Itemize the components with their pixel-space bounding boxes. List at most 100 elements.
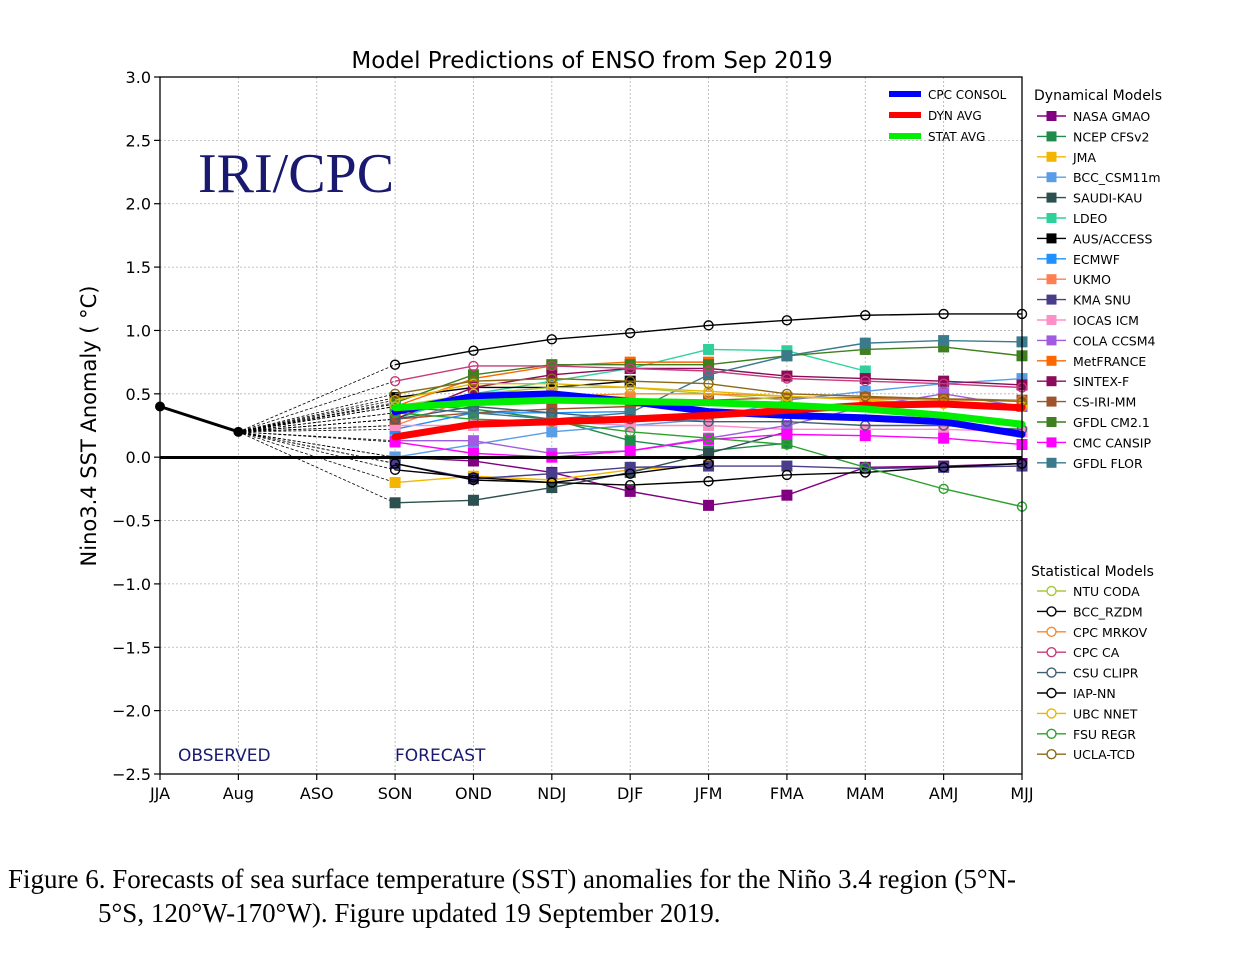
series-marker-stat-cpc-ca-5 <box>781 373 793 384</box>
series-line-dyn-ecmwf <box>394 410 631 430</box>
series-line-dyn-saudi-kau <box>395 431 788 504</box>
y-tick-label-4: 1.0 <box>126 321 151 340</box>
stat-legend-marker-ntu-coda <box>1046 585 1057 597</box>
series-marker-stat-ucla-tcd-5 <box>781 388 793 400</box>
dyn-legend-label-saudi-kau: SAUDI-KAU <box>1073 191 1142 206</box>
x-tick-label-mjj: MJJ <box>1010 784 1033 803</box>
x-tick-label-jfm: JFM <box>694 784 723 803</box>
fan-line-ecmwf <box>238 428 396 433</box>
series-line-stat-csu-clipr <box>394 405 1023 431</box>
series-marker-stat-unnamed-27-3 <box>624 327 636 339</box>
caption-line-2: 5°S, 120°W-170°W). Figure updated 19 Sep… <box>98 898 721 928</box>
stat-legend-marker-cpc-ca <box>1046 647 1057 658</box>
fan-line-bcc-rzdm <box>238 431 396 471</box>
series-line-stat-bcc-rzdm <box>395 462 1023 486</box>
watermark-iri-cpc: IRI/CPC <box>198 143 394 205</box>
series-marker-dyn-gfdl-flor-7 <box>938 335 950 347</box>
dyn-legend-label-metfrance: MetFRANCE <box>1073 354 1146 369</box>
series-marker-stat-fsu-regr-3 <box>624 426 636 438</box>
series-marker-stat-bcc-rzdm-0 <box>389 464 401 476</box>
dyn-legend-marker-ukmo <box>1046 274 1057 285</box>
y-tick-label-0: 3.0 <box>126 68 151 87</box>
series-marker-stat-ucla-tcd-0 <box>389 388 401 400</box>
legend-statistical-title: Statistical Models <box>1031 564 1154 580</box>
avg-legend-label-cpc-consol: CPC CONSOL <box>928 88 1007 102</box>
avg-legend-label-stat-avg: STAT AVG <box>928 130 985 144</box>
dyn-legend-marker-sintex-f <box>1046 376 1057 387</box>
dyn-legend-marker-cola-ccsm4 <box>1046 335 1057 346</box>
stat-legend-marker-iap-nn <box>1046 687 1057 699</box>
y-axis-ticks: 3.0 2.5 2.0 1.5 1.0 0.5 0.0 −0.5 −1.0 −1.5 −2.0 −2.… <box>112 68 160 784</box>
x-tick-label-ond: OND <box>455 784 492 803</box>
stat-legend-marker-fsu-regr <box>1046 728 1057 739</box>
dyn-legend-marker-ncep-cfsv2 <box>1046 131 1057 142</box>
statistical-legend: NTU CODA BCC_RZDM CPC MRKOV CPC CA CSU CLIPR… <box>1037 584 1148 762</box>
dyn-legend-marker-ldeo <box>1046 213 1057 223</box>
series-marker-stat-ucla-tcd-1 <box>468 375 479 387</box>
stat-legend-marker-csu-clipr <box>1046 667 1057 678</box>
dyn-legend-label-aus-access: AUS/ACCESS <box>1073 231 1152 246</box>
series-marker-stat-cpc-ca-6 <box>860 375 871 387</box>
series-line-stat-cpc-ca <box>394 365 1023 389</box>
y-tick-label-2: 2.0 <box>126 195 151 214</box>
x-tick-label-aso: ASO <box>300 784 334 803</box>
series-marker-dyn-cmc-cansip-6 <box>859 430 871 442</box>
series-marker-dyn-nasa-gmao-4 <box>703 499 715 511</box>
dynamical-legend: NASA GMAO NCEP CFSv2 JMA BCC_CSM11m SAUDI-KA… <box>1037 109 1161 471</box>
dyn-legend-marker-nasa-gmao <box>1046 111 1057 121</box>
series-marker-stat-fsu-regr-6 <box>860 462 871 473</box>
dyn-legend-label-cmc-cansip: CMC CANSIP <box>1073 435 1151 450</box>
fan-line-ubc-nnet <box>238 399 396 433</box>
y-tick-label-11: −2.5 <box>112 765 151 784</box>
series-marker-stat-fsu-regr-5 <box>781 439 793 450</box>
stat-legend-label-bcc-rzdm: BCC_RZDM <box>1073 604 1143 619</box>
series-marker-dyn-nasa-gmao-5 <box>781 489 793 501</box>
dyn-legend-marker-iocas-icm <box>1046 315 1057 325</box>
observed-annotation: OBSERVED <box>178 746 271 766</box>
fan-line-ntu-coda <box>238 406 396 433</box>
dyn-legend-marker-ecmwf <box>1046 253 1057 264</box>
stat-legend-label-ucla-tcd: UCLA-TCD <box>1073 747 1135 762</box>
series-line-stat-iap-nn <box>394 462 709 484</box>
series-marker-stat-ubc-nnet-3 <box>624 382 636 393</box>
figure-caption: Figure 6. Forecasts of sea surface tempe… <box>8 862 1208 930</box>
stat-legend-marker-ubc-nnet <box>1046 708 1057 719</box>
dyn-legend-marker-bcc-csm11m <box>1046 172 1057 183</box>
dyn-legend-label-iocas-icm: IOCAS ICM <box>1073 313 1139 328</box>
series-marker-dyn-kma-snu-3 <box>624 461 636 473</box>
series-line-stat-unnamed-27 <box>394 313 1022 366</box>
dyn-legend-label-kma-snu: KMA SNU <box>1073 293 1131 308</box>
series-marker-stat-iap-nn-0 <box>389 458 401 469</box>
x-tick-label-aug: Aug <box>223 784 254 803</box>
y-tick-label-8: −1.0 <box>112 575 151 594</box>
series-marker-stat-ucla-tcd-2 <box>546 373 558 384</box>
series-marker-stat-bcc-rzdm-5 <box>781 469 793 481</box>
series-marker-stat-bcc-rzdm-7 <box>938 462 949 473</box>
series-marker-dyn-kma-snu-4 <box>703 460 715 472</box>
series-marker-dyn-bcc-csm11m-2 <box>546 426 558 438</box>
series-marker-dyn-kma-snu-5 <box>781 460 793 472</box>
dyn-legend-label-sintex-f: SINTEX-F <box>1073 374 1129 389</box>
fan-line-bcc-csm11m <box>238 431 396 458</box>
dyn-legend-label-gfdl-cm2-1: GFDL CM2.1 <box>1073 415 1150 430</box>
dyn-legend-label-cs-iri-mm: CS-IRI-MM <box>1073 395 1136 410</box>
series-marker-dyn-ncep-cfsv2-3 <box>624 435 636 447</box>
series-marker-stat-bcc-rzdm-4 <box>703 476 714 487</box>
x-axis-ticks: JJA Aug ASO SON OND NDJ DJF JFM FMA MAM AMJ MJJ <box>149 774 1034 803</box>
dyn-legend-label-ecmwf: ECMWF <box>1073 252 1120 267</box>
fan-line-saudi-kau <box>238 431 396 504</box>
series-marker-dyn-gfdl-flor-5 <box>781 350 793 362</box>
enso-chart: 3.0 2.5 2.0 1.5 1.0 0.5 0.0 −0.5 −1.0 −1.5 −2.0 −2.… <box>77 48 1162 803</box>
fan-line-aus-access <box>238 397 396 433</box>
series-marker-dyn-cmc-cansip-3 <box>624 445 636 457</box>
series-marker-stat-fsu-regr-7 <box>938 483 949 495</box>
series-marker-stat-cpc-ca-4 <box>703 365 714 377</box>
series-marker-stat-unnamed-27-0 <box>389 359 401 370</box>
fan-line-unnamed <box>238 364 396 433</box>
dyn-legend-label-ukmo: UKMO <box>1073 272 1111 287</box>
dyn-legend-marker-jma <box>1046 151 1057 162</box>
dyn-legend-label-ncep-cfsv2: NCEP CFSv2 <box>1073 129 1149 144</box>
series-marker-stat-unnamed-27-7 <box>938 308 949 320</box>
series-marker-dyn-kma-snu-2 <box>546 468 558 480</box>
y-tick-label-5: 0.5 <box>126 385 151 404</box>
